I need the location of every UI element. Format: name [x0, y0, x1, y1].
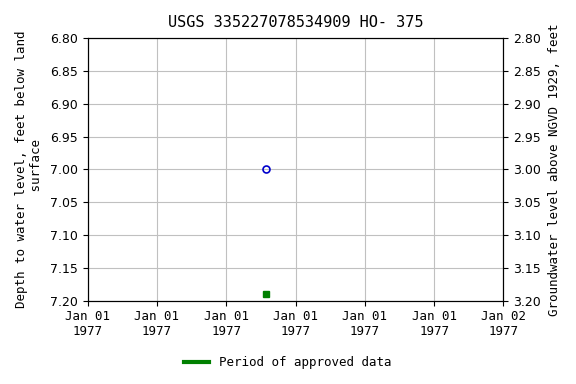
Legend: Period of approved data: Period of approved data: [179, 351, 397, 374]
Title: USGS 335227078534909 HO- 375: USGS 335227078534909 HO- 375: [168, 15, 423, 30]
Y-axis label: Groundwater level above NGVD 1929, feet: Groundwater level above NGVD 1929, feet: [548, 23, 561, 316]
Y-axis label: Depth to water level, feet below land
 surface: Depth to water level, feet below land su…: [15, 31, 43, 308]
